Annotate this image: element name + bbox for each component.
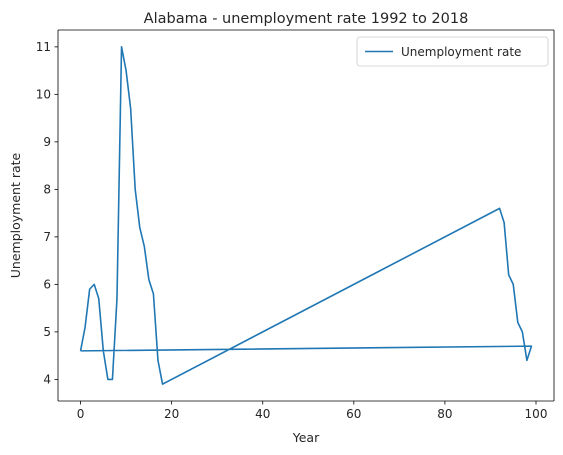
y-tick-label: 10 [36, 88, 51, 102]
plot-area [58, 30, 554, 401]
x-axis-label: Year [292, 430, 320, 445]
y-axis-label: Unemployment rate [8, 152, 23, 278]
y-tick-label: 8 [43, 183, 51, 197]
y-tick-label: 4 [43, 373, 51, 387]
x-tick-label: 100 [525, 407, 548, 421]
x-tick-label: 20 [164, 407, 179, 421]
axes-spines [57, 29, 555, 402]
y-tick-label: 5 [43, 325, 51, 339]
x-tick-label: 40 [255, 407, 270, 421]
legend: Unemployment rate [356, 36, 549, 67]
y-tick-label: 6 [43, 278, 51, 292]
y-tick-label: 11 [36, 40, 51, 54]
legend-label: Unemployment rate [401, 45, 521, 59]
legend-box [356, 36, 549, 67]
x-tick-label: 60 [346, 407, 361, 421]
series-layer [79, 46, 533, 385]
x-axis-ticks: 0 20 40 60 80 100 [77, 401, 548, 421]
y-tick-label: 7 [43, 230, 51, 244]
chart-title: Alabama - unemployment rate 1992 to 2018 [144, 11, 469, 27]
x-tick-label: 80 [437, 407, 452, 421]
series-line-0 [79, 46, 533, 385]
y-tick-label: 9 [43, 135, 51, 149]
plot-background [58, 30, 554, 401]
x-tick-label: 0 [77, 407, 85, 421]
y-axis-ticks: 4 5 6 7 8 9 10 11 [36, 40, 58, 387]
